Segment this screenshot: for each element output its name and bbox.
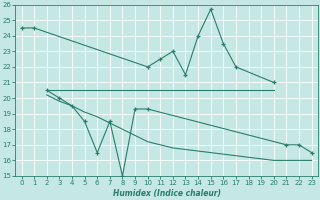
X-axis label: Humidex (Indice chaleur): Humidex (Indice chaleur) <box>113 189 220 198</box>
